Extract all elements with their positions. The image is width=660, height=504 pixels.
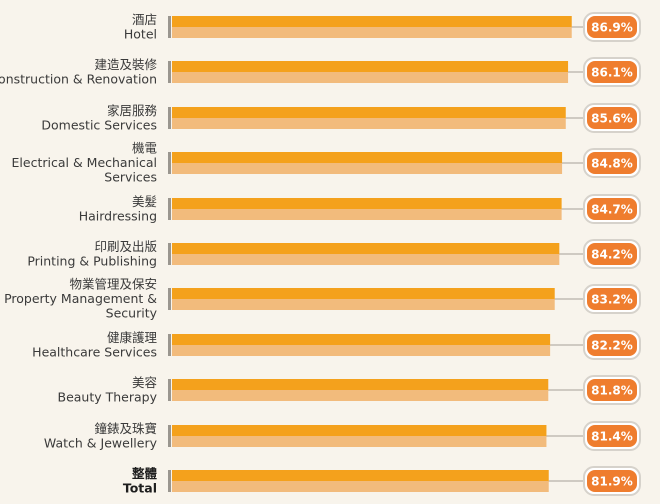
value-label: 85.6% [591,112,633,126]
bar-top [172,61,569,73]
axis-tick [168,334,171,356]
category-label-zh: 建造及裝修 [94,57,157,72]
axis-tick [168,152,171,174]
value-badge [587,16,637,38]
bar-top [172,379,549,391]
value-label: 86.1% [591,66,633,80]
category-label-zh: 物業管理及保安 [69,277,157,292]
bar-top [172,16,572,28]
category-label-en: Watch & Jewellery [44,435,158,450]
axis-tick [168,288,171,310]
category-label-zh: 健康護理 [107,330,158,345]
category-label-zh: 機電 [132,141,158,156]
bar-bottom [172,436,547,447]
bar-bottom [172,254,560,265]
value-label: 84.8% [591,157,633,171]
axis-tick [168,425,171,447]
bar-top [172,334,551,346]
category-label-en: Printing & Publishing [27,253,157,268]
category-label-en: Hotel [124,26,157,41]
axis-tick [168,107,171,129]
bar-bottom [172,345,551,356]
axis-tick [168,243,171,265]
bar-bottom [172,27,572,38]
axis-tick [168,470,171,492]
category-label-en: Hairdressing [79,208,157,223]
bar-bottom [172,163,563,174]
value-badge [587,379,637,401]
category-label-en: Services [104,170,157,185]
bar-bottom [172,72,569,83]
value-badge [587,425,637,447]
value-badge [587,198,637,220]
category-label-zh: 印刷及出版 [94,239,157,254]
value-label: 86.9% [591,21,633,35]
bar-bottom [172,209,562,220]
value-badge [587,288,637,310]
category-label-en: Electrical & Mechanical [12,155,157,170]
axis-tick [168,379,171,401]
value-label: 81.8% [591,384,633,398]
value-badge [587,334,637,356]
category-label-zh: 美容 [132,375,157,390]
category-label-en: Property Management & [4,291,157,306]
category-label-en: Total [123,480,157,495]
bar-bottom [172,299,555,310]
axis-tick [168,198,171,220]
category-label-zh: 美髮 [132,194,157,209]
category-label-zh: 鐘錶及珠寶 [94,421,157,436]
bar-top [172,198,562,210]
axis-tick [168,16,171,38]
bar-top [172,288,555,300]
bar-top [172,243,560,255]
category-label-en: Healthcare Services [32,344,157,359]
bar-top [172,425,547,437]
bar-bottom [172,481,549,492]
value-badge [587,243,637,265]
category-label-zh: 整體 [132,466,158,481]
category-label-en: Construction & Renovation [0,71,157,86]
value-label: 81.4% [591,430,633,444]
value-label: 84.2% [591,248,633,262]
bar-top [172,470,549,482]
bar-top [172,107,566,119]
category-label-en: Beauty Therapy [58,389,158,404]
category-label-en: Security [106,306,158,321]
category-label-zh: 酒店 [132,12,157,27]
value-badge [587,470,637,492]
value-label: 82.2% [591,339,633,353]
value-badge [587,152,637,174]
category-label-zh: 家居服務 [107,103,158,118]
category-label-en: Domestic Services [41,117,157,132]
bar-bottom [172,390,549,401]
bar-bottom [172,118,566,129]
value-label: 84.7% [591,203,633,217]
value-label: 83.2% [591,293,633,307]
value-badge [587,107,637,129]
bar-top [172,152,563,164]
value-badge [587,61,637,83]
axis-tick [168,61,171,83]
value-label: 81.9% [591,475,633,489]
